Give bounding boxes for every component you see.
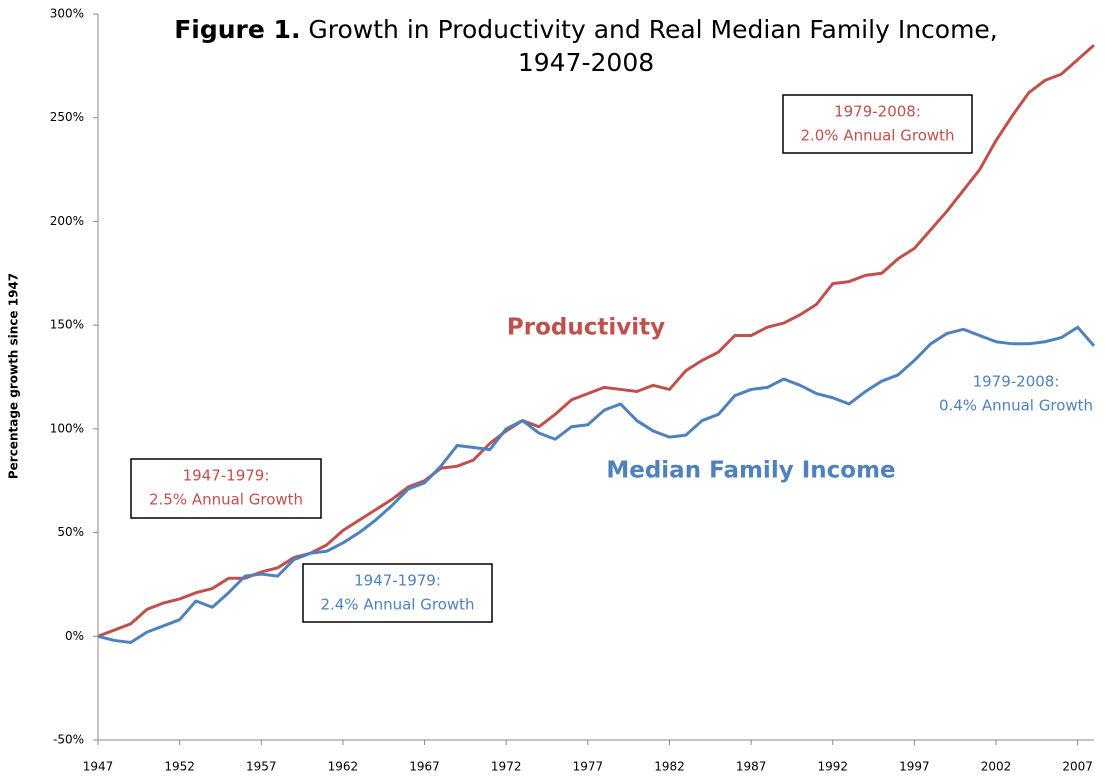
annotation-text: 1947-1979: (183, 467, 270, 485)
x-tick-label: 1952 (164, 760, 195, 774)
x-tick-label: 1977 (573, 760, 604, 774)
y-axis-label: Percentage growth since 1947 (7, 273, 21, 479)
annotation-text: 1947-1979: (354, 572, 441, 590)
y-tick-label: 250% (50, 110, 84, 124)
series-label: Median Family Income (606, 458, 895, 484)
x-tick-label: 1967 (409, 760, 440, 774)
y-tick-label: 0% (65, 629, 84, 643)
x-tick-label: 1992 (817, 760, 848, 774)
y-tick-label: 100% (50, 421, 84, 435)
x-tick-label: 1987 (736, 760, 767, 774)
y-tick-label: -50% (53, 733, 84, 747)
x-tick-label: 1997 (899, 760, 930, 774)
x-tick-label: 2002 (981, 760, 1012, 774)
annotation-text: 2.4% Annual Growth (320, 596, 474, 614)
x-tick-label: 1982 (654, 760, 685, 774)
annotation-text: 2.5% Annual Growth (149, 491, 303, 509)
figure-label: Figure 1. (174, 15, 300, 44)
annotation-text: 1979-2008: (973, 373, 1060, 391)
x-tick-label: 1962 (328, 760, 359, 774)
chart-title: Figure 1. Growth in Productivity and Rea… (174, 15, 998, 77)
title-line: 1947-2008 (518, 48, 654, 77)
annotation-text: 2.0% Annual Growth (800, 127, 954, 145)
series-label: Productivity (507, 315, 665, 341)
x-tick-label: 1947 (83, 760, 114, 774)
x-tick-label: 1972 (491, 760, 522, 774)
y-tick-label: 200% (50, 214, 84, 228)
y-tick-label: 150% (50, 318, 84, 332)
annotation-text: 0.4% Annual Growth (939, 397, 1093, 415)
series-line (97, 325, 1096, 645)
y-tick-label: 50% (57, 525, 84, 539)
annotation-box (302, 563, 493, 623)
title-line: Growth in Productivity and Real Median F… (300, 15, 997, 44)
annotation-box (130, 458, 322, 519)
annotation-text: 1979-2008: (834, 103, 921, 121)
y-tick-label: 300% (50, 7, 84, 21)
x-tick-label: 2007 (1062, 760, 1093, 774)
x-tick-label: 1957 (246, 760, 277, 774)
annotation-box (782, 94, 973, 154)
series-line (97, 43, 1095, 638)
